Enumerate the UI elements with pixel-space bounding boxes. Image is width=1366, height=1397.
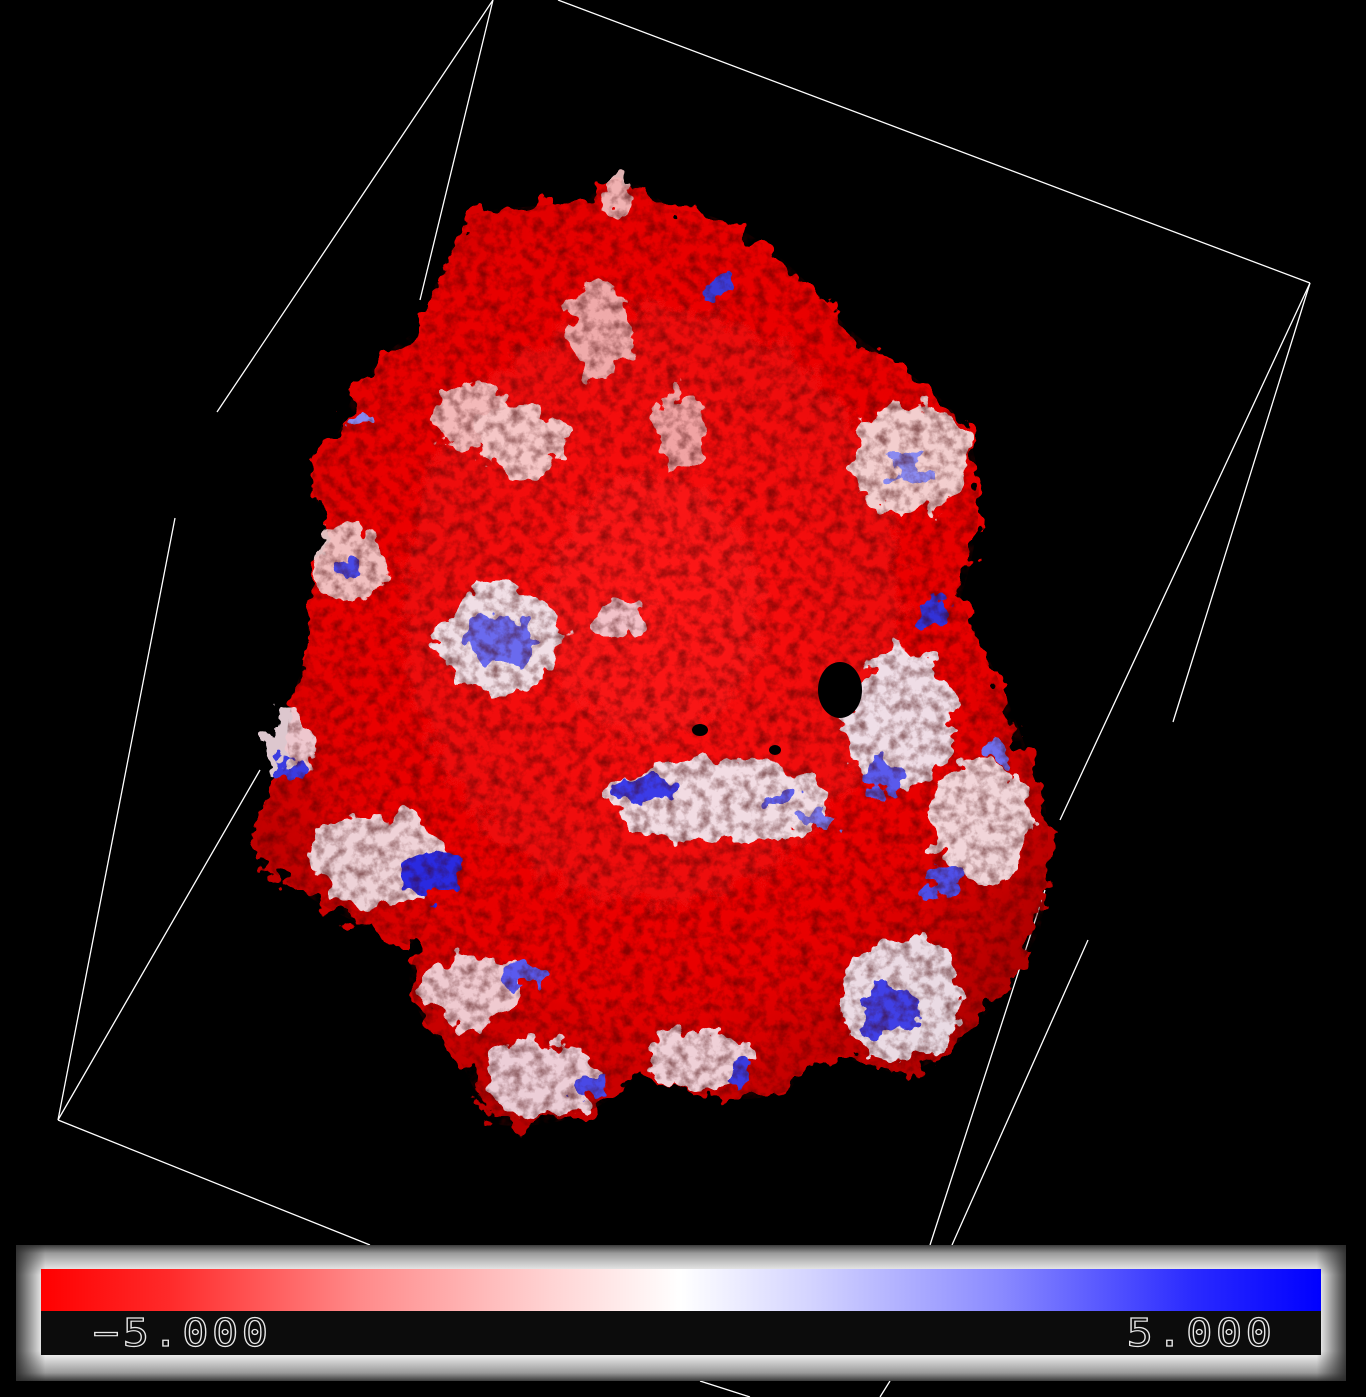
surface-holes — [692, 662, 862, 755]
surface-crevices — [257, 179, 1049, 1126]
color-ramp-max-label: 5.000 — [1126, 1311, 1275, 1355]
color-ramp-body: −5.000 5.000 — [41, 1269, 1321, 1355]
color-ramp-gradient — [41, 1269, 1321, 1311]
color-ramp-min-label: −5.000 — [92, 1311, 272, 1355]
color-ramp-legend: −5.000 5.000 — [16, 1245, 1346, 1381]
bounding-box-lines — [57, 0, 1311, 1397]
